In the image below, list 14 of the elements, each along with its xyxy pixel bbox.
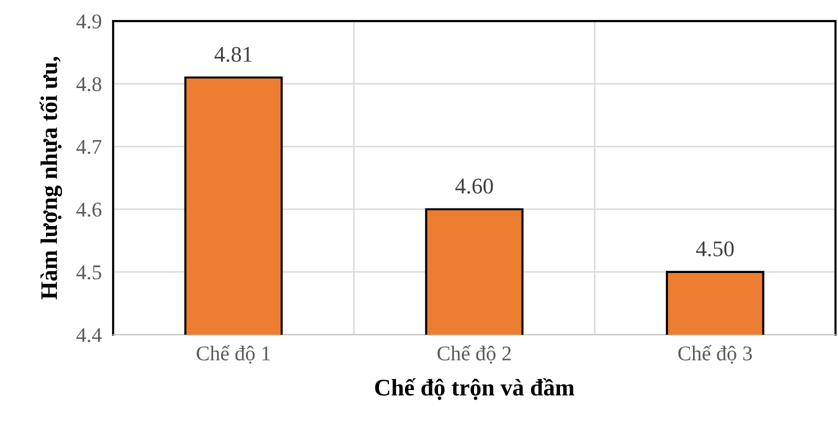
x-tick-label: Chế độ 3 bbox=[678, 345, 752, 364]
x-tick-label: Chế độ 2 bbox=[438, 345, 511, 364]
x-tick-label: Chế độ 1 bbox=[196, 345, 270, 364]
y-axis-title: Hàm lượng nhựa tối ưu, bbox=[40, 56, 62, 300]
data-label: 4.50 bbox=[696, 241, 734, 256]
y-tick-label: 4.6 bbox=[76, 202, 102, 217]
y-tick-label: 4.7 bbox=[76, 140, 102, 154]
data-label: 4.60 bbox=[455, 178, 493, 194]
x-axis-title: Chế độ trộn và đầm bbox=[375, 378, 574, 400]
y-tick-label: 4.8 bbox=[76, 77, 102, 92]
y-tick-label: 4.9 bbox=[76, 14, 102, 29]
y-tick-label: 4.5 bbox=[76, 265, 102, 280]
y-tick-label: 4.4 bbox=[76, 328, 102, 342]
data-label: 4.81 bbox=[214, 46, 252, 62]
